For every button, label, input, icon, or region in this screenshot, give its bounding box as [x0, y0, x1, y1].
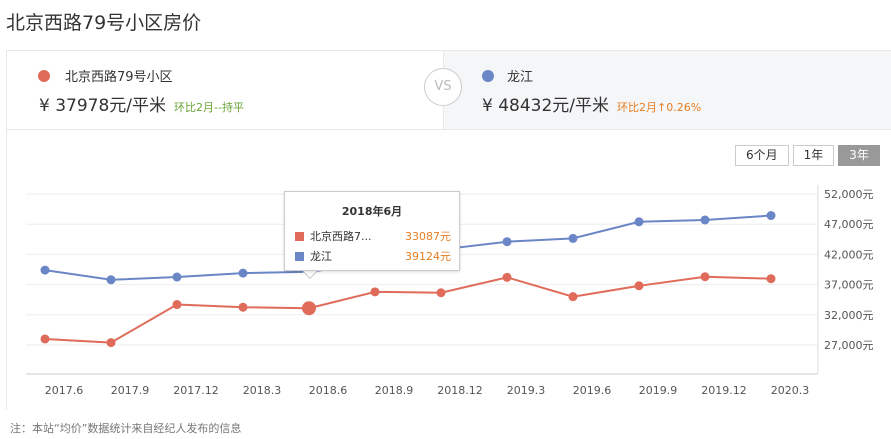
price-line-chart: 27,000元 32,000元 37,000元 42,000元 47,000元 52,00… [26, 185, 874, 397]
y-tick-label: 27,000元 [824, 339, 874, 352]
data-point [302, 301, 316, 316]
y-tick-label: 47,000元 [824, 218, 874, 231]
x-tick-label: 2018.12 [437, 384, 483, 397]
tooltip-title: 2018年6月 [341, 205, 403, 218]
x-tick-label: 2017.12 [173, 384, 219, 397]
price-line: ¥ 48432元/平米 环比2月↑0.26% [482, 91, 701, 116]
data-point [436, 288, 446, 298]
range-6-months-button[interactable]: 6个月 [735, 145, 789, 166]
x-tick-label: 2018.9 [375, 384, 414, 397]
community-price: ¥ 37978元/平米 [39, 96, 167, 116]
data-point [106, 338, 116, 348]
right-community: 龙江 ¥ 48432元/平米 环比2月↑0.26% [443, 51, 891, 129]
price-line: ¥ 37978元/平米 环比2月--持平 [39, 91, 244, 116]
x-tick-label: 2020.3 [771, 384, 810, 397]
data-point [766, 211, 776, 221]
data-point [700, 272, 710, 282]
data-point [40, 334, 50, 344]
data-point [172, 272, 182, 282]
data-point [700, 215, 710, 225]
tooltip-value: 39124元 [405, 250, 451, 263]
data-point [238, 302, 248, 312]
tooltip-row: 北京西路7... 33087元 [295, 228, 451, 244]
data-point [172, 300, 182, 310]
y-tick-label: 32,000元 [824, 309, 874, 322]
comparison-panel: 北京西路79号小区 ¥ 37978元/平米 环比2月--持平 龙江 ¥ 4843… [6, 50, 891, 130]
community-change: 环比2月↑0.26% [617, 101, 702, 114]
tooltip-series-name: 北京西路7... [310, 230, 372, 243]
x-tick-label: 2017.9 [111, 384, 150, 397]
x-tick-label: 2018.3 [243, 384, 282, 397]
range-3-years-button[interactable]: 3年 [838, 145, 880, 166]
tooltip-series-name: 龙江 [310, 250, 332, 263]
x-tick-label: 2017.6 [45, 384, 84, 397]
y-tick-label: 37,000元 [824, 279, 874, 292]
tooltip-value: 33087元 [405, 230, 451, 243]
series-dot-icon [38, 70, 50, 82]
data-point [766, 274, 776, 284]
data-point [568, 292, 578, 302]
data-point [106, 275, 116, 285]
range-selector: 6个月 1年 3年 [731, 145, 880, 166]
tooltip-row: 龙江 39124元 [295, 248, 451, 264]
footnote: 注：本站“均价”数据统计来自经纪人发布的信息 [10, 422, 242, 435]
data-point [502, 272, 512, 282]
data-point [634, 281, 644, 291]
x-tick-label: 2019.12 [701, 384, 747, 397]
series-dot-icon [482, 70, 494, 82]
series-line [44, 275, 772, 344]
data-point [568, 233, 578, 243]
chart-area [6, 130, 891, 410]
y-tick-label: 42,000元 [824, 248, 874, 261]
page-title: 北京西路79号小区房价 [6, 12, 202, 34]
range-1-year-button[interactable]: 1年 [792, 145, 835, 166]
community-price: ¥ 48432元/平米 [482, 96, 610, 116]
tooltip: 2018年6月 北京西路7... 33087元 龙江 39124元 [284, 191, 460, 271]
data-point [634, 217, 644, 227]
vs-badge: VS [424, 68, 462, 106]
data-point [238, 268, 248, 278]
x-tick-label: 2019.9 [639, 384, 678, 397]
x-tick-label: 2019.6 [573, 384, 612, 397]
legend-swatch-icon [295, 231, 304, 241]
left-community: 北京西路79号小区 ¥ 37978元/平米 环比2月--持平 [7, 51, 443, 129]
community-name: 北京西路79号小区 [65, 70, 173, 85]
legend-swatch-icon [295, 251, 304, 261]
community-name: 龙江 [507, 70, 534, 85]
data-point [370, 287, 380, 297]
data-point [502, 237, 512, 247]
data-point [40, 265, 50, 275]
community-change: 环比2月--持平 [174, 101, 244, 114]
x-tick-label: 2019.3 [507, 384, 546, 397]
x-tick-label: 2018.6 [309, 384, 348, 397]
y-tick-label: 52,000元 [824, 188, 874, 201]
